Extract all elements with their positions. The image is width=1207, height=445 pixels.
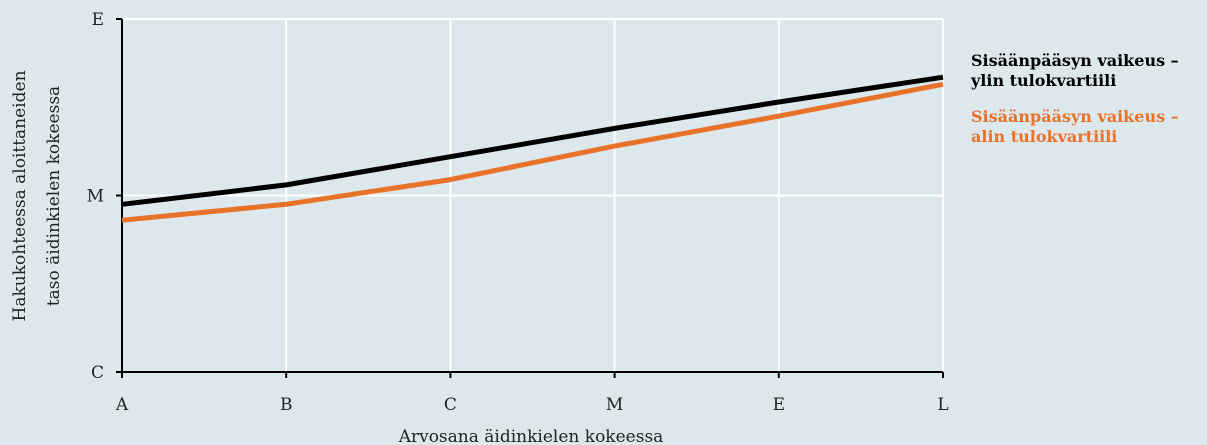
x-tick-label-M: M [606, 395, 623, 415]
legend-label-bottom-quartile-line-1: Sisäänpääsyn vaikeus – [971, 107, 1179, 126]
x-tick-label-A: A [115, 395, 129, 415]
axes [116, 18, 944, 378]
series-lines [121, 74, 944, 223]
legend-label-top-quartile-line-1: Sisäänpääsyn vaikeus – [971, 51, 1179, 70]
y-tick-label-E: E [92, 10, 104, 30]
y-axis-title-line-1: Hakukohteessa aloittaneiden [10, 70, 30, 321]
y-tick-label-M: M [87, 187, 104, 207]
legend-label-bottom-quartile-line-2: alin tulokvartiili [971, 127, 1117, 146]
legend-label-top-quartile-line-2: ylin tulokvartiili [970, 71, 1116, 90]
y-tick-label-C: C [91, 363, 104, 383]
legend-entry-bottom-quartile: Sisäänpääsyn vaikeus – alin tulokvartiil… [971, 107, 1179, 146]
x-tick-label-L: L [937, 395, 948, 415]
y-axis-title: Hakukohteessa aloittaneiden taso äidinki… [10, 70, 64, 321]
series-line-bottom-quartile [121, 81, 944, 223]
x-tick-label-C: C [444, 395, 457, 415]
legend-entry-top-quartile: Sisäänpääsyn vaikeus – ylin tulokvartiil… [970, 51, 1179, 90]
x-tick-label-E: E [773, 395, 785, 415]
series-line-top-quartile [121, 74, 944, 207]
y-axis-title-line-2: taso äidinkielen kokeessa [44, 86, 64, 306]
tick-labels: C M E A B C M E L [87, 10, 949, 415]
legend: Sisäänpääsyn vaikeus – ylin tulokvartiil… [970, 51, 1179, 146]
gridlines [122, 18, 944, 372]
x-axis-title: Arvosana äidinkielen kokeessa [398, 427, 664, 445]
x-tick-label-B: B [280, 395, 293, 415]
